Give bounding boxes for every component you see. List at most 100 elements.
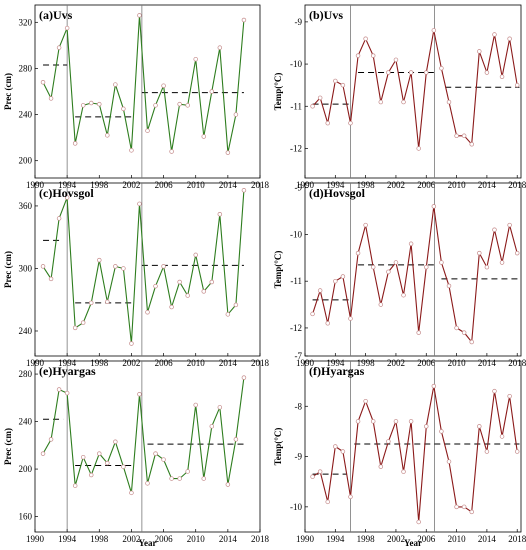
x-tick-label: 2010: [448, 180, 467, 190]
y-tick-label: -10: [290, 502, 302, 512]
data-point: [401, 99, 406, 105]
x-tick-label: 1998: [357, 358, 376, 368]
data-point: [161, 457, 166, 462]
data-point: [333, 78, 338, 84]
data-point: [217, 212, 223, 217]
data-point: [201, 476, 207, 481]
data-point: [401, 469, 406, 474]
data-point: [317, 95, 323, 101]
y-tick-label: -10: [290, 229, 302, 239]
data-point: [193, 56, 198, 62]
data-point: [363, 36, 368, 42]
data-point: [514, 449, 520, 454]
data-point: [484, 264, 490, 270]
data-point: [333, 444, 338, 449]
data-point: [185, 103, 190, 108]
y-axis-label: Temp(°C): [273, 251, 283, 289]
data-point: [56, 387, 62, 392]
data-point: [492, 227, 497, 233]
data-point: [325, 499, 330, 505]
data-point: [97, 101, 102, 107]
panel-title: (e)Hyargas: [39, 364, 96, 378]
data-point: [431, 204, 437, 209]
panel-4: 1990 1994 1998 2002 2006 2010 2014 2018-12-11-1…: [273, 182, 526, 368]
data-point: [129, 341, 134, 346]
data-point: [446, 283, 452, 289]
data-point: [225, 312, 231, 317]
x-tick-label: 2014: [219, 534, 238, 544]
data-point: [439, 429, 444, 434]
y-tick-label: 300: [19, 263, 33, 273]
data-point: [454, 133, 459, 139]
data-point: [310, 311, 315, 317]
data-point: [80, 103, 86, 108]
plot-frame: [34, 182, 261, 357]
data-point: [241, 188, 247, 193]
data-point: [113, 264, 118, 269]
x-axis-label: Year: [404, 538, 422, 548]
data-point: [424, 70, 429, 75]
y-tick-label: 360: [19, 201, 33, 211]
data-point: [217, 405, 223, 410]
data-point: [233, 112, 239, 117]
panel-2: 1990 1994 1998 2002 2006 2010 2014 2018-12-11-1…: [273, 4, 526, 190]
data-point: [64, 390, 70, 396]
x-tick-label: 2014: [478, 358, 497, 368]
data-point: [121, 464, 126, 469]
data-point: [317, 469, 323, 474]
data-point: [340, 274, 346, 279]
data-point: [416, 519, 421, 525]
panel-1: 1990 1994 1998 2002 2006 2010 2014 201820024028…: [3, 4, 270, 190]
data-point: [370, 53, 376, 58]
y-tick-label: 160: [19, 512, 33, 522]
data-point: [355, 419, 361, 424]
x-tick-label: 2010: [448, 358, 467, 368]
series-line: [312, 206, 518, 344]
data-point: [40, 80, 46, 85]
x-tick-label: 1994: [326, 180, 345, 190]
data-point: [193, 252, 198, 258]
y-tick-label: -11: [290, 276, 302, 286]
data-point: [446, 459, 452, 464]
data-point: [363, 398, 368, 404]
y-tick-label: 280: [19, 63, 33, 73]
data-point: [201, 289, 207, 294]
y-tick-label: -11: [290, 101, 302, 111]
y-tick-label: -12: [290, 323, 302, 333]
data-point: [393, 57, 399, 63]
y-tick-label: 200: [19, 464, 33, 474]
data-point: [113, 82, 118, 87]
x-tick-label: 2002: [387, 180, 405, 190]
y-tick-label: -10: [290, 59, 302, 69]
data-point: [233, 302, 239, 308]
data-point: [499, 260, 505, 265]
data-point: [113, 439, 118, 445]
data-point: [105, 299, 110, 305]
data-point: [97, 257, 102, 263]
data-point: [408, 419, 414, 424]
data-point: [169, 149, 174, 154]
panel-title: (b)Uvs: [309, 8, 343, 22]
data-point: [340, 449, 346, 454]
x-tick-label: 2014: [219, 358, 238, 368]
data-point: [48, 96, 54, 101]
data-point: [386, 269, 391, 275]
data-point: [514, 82, 520, 88]
data-point: [64, 195, 70, 200]
data-point: [97, 451, 102, 456]
data-point: [145, 481, 150, 486]
data-point: [185, 293, 190, 298]
data-point: [137, 13, 142, 18]
x-axis-label: Year: [139, 538, 157, 548]
x-tick-label: 2018: [508, 180, 526, 190]
plot-frame: [34, 360, 261, 533]
y-tick-label: -8: [295, 401, 303, 411]
data-point: [431, 28, 437, 33]
data-point: [507, 393, 512, 399]
data-point: [56, 45, 62, 50]
data-point: [209, 279, 215, 285]
data-point: [201, 134, 207, 139]
data-point: [225, 150, 231, 155]
series-line: [312, 30, 518, 149]
